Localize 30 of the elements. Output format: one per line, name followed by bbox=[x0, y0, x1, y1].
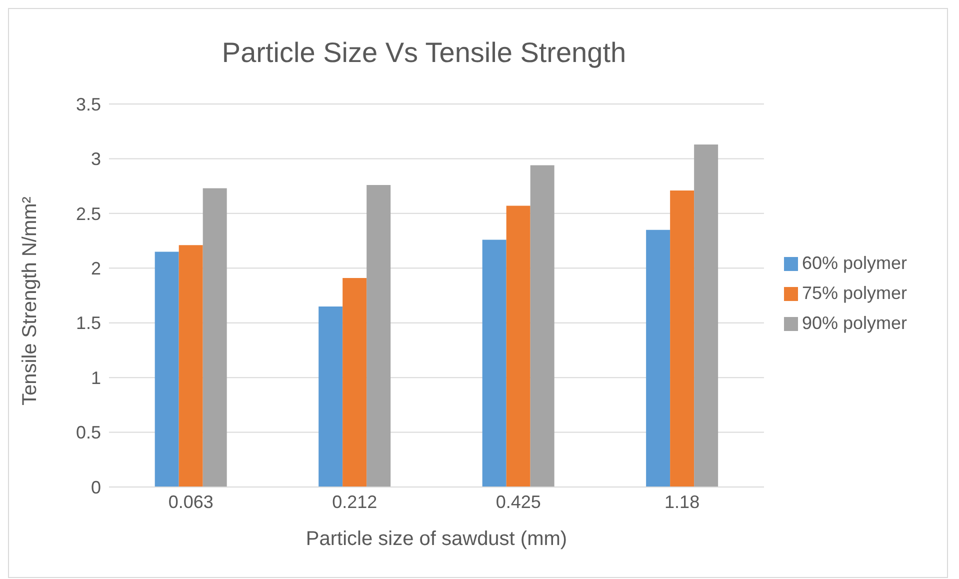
chart-title: Particle Size Vs Tensile Strength bbox=[220, 37, 628, 69]
y-tick-label: 1 bbox=[90, 368, 101, 388]
x-tick-label: 0.425 bbox=[496, 492, 541, 512]
y-tick-label: 1.5 bbox=[76, 313, 101, 334]
bar bbox=[178, 245, 203, 487]
bar bbox=[646, 230, 670, 487]
bar bbox=[342, 278, 367, 487]
y-tick-label: 3 bbox=[90, 149, 101, 170]
bar bbox=[506, 206, 530, 487]
bar bbox=[670, 190, 694, 487]
legend-label: 90% polymer bbox=[802, 313, 907, 333]
legend-label: 75% polymer bbox=[802, 283, 907, 303]
x-tick-label: 0.212 bbox=[332, 492, 378, 512]
legend-label: 60% polymer bbox=[802, 253, 907, 273]
bar bbox=[318, 306, 343, 487]
bar bbox=[366, 184, 391, 487]
bar bbox=[202, 188, 227, 487]
y-tick-label: 3.5 bbox=[76, 94, 101, 114]
y-tick-label: 0 bbox=[90, 477, 101, 498]
bar bbox=[530, 165, 554, 487]
bar bbox=[694, 144, 718, 487]
bar bbox=[482, 240, 506, 487]
x-axis-title: Particle size of sawdust (mm) bbox=[306, 528, 568, 550]
bar bbox=[154, 252, 179, 487]
x-tick-label: 0.063 bbox=[168, 492, 214, 512]
x-tick-label: 1.18 bbox=[664, 492, 700, 512]
y-axis-title: Tensile Strength N/mm² bbox=[19, 196, 42, 406]
y-tick-label: 2.5 bbox=[76, 204, 101, 224]
y-tick-label: 2 bbox=[90, 258, 101, 279]
y-tick-label: 0.5 bbox=[76, 422, 101, 443]
